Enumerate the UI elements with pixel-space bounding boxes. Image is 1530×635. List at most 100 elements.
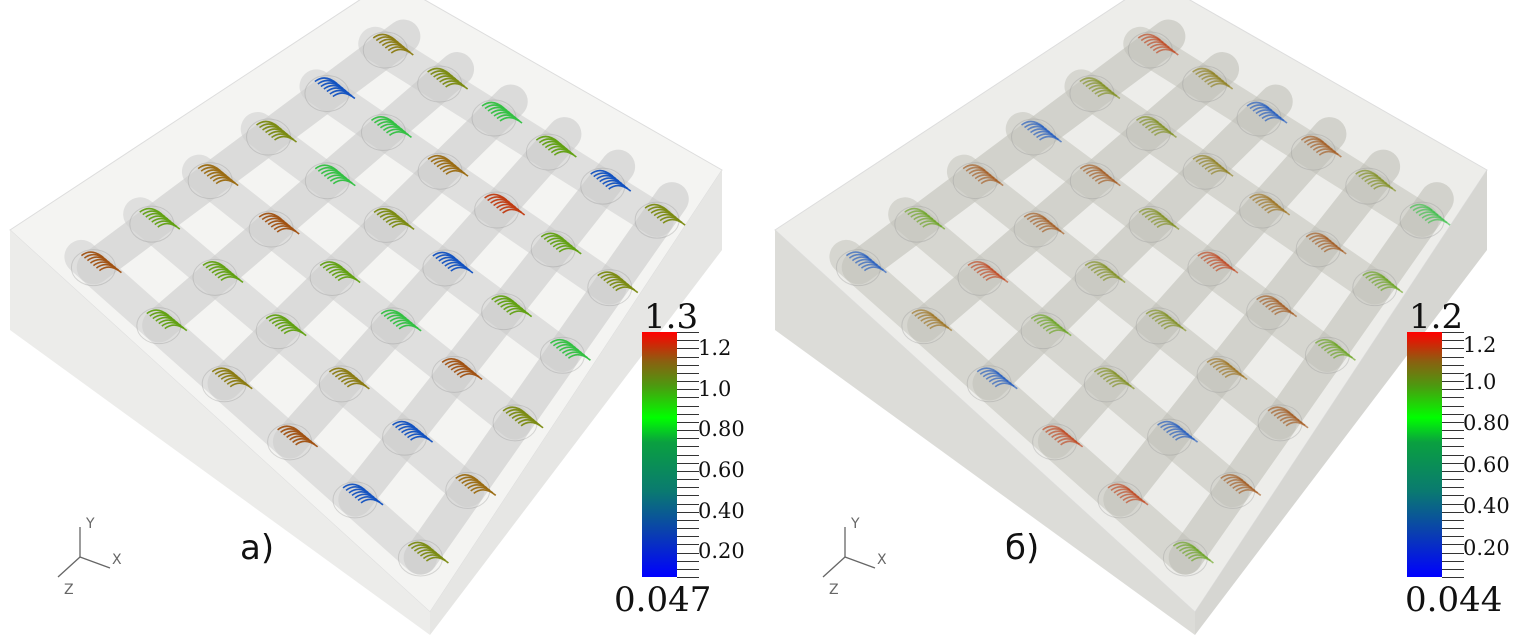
streamline (1267, 208, 1291, 216)
box-side-face (430, 170, 722, 635)
colorbar-tick (1442, 487, 1464, 489)
streamline-cluster (1409, 203, 1451, 226)
streamline (1041, 227, 1065, 235)
streamline-cluster (197, 164, 239, 187)
streamline (1285, 421, 1309, 429)
colorbar-tick (1442, 544, 1464, 546)
colorbar-tick (677, 372, 699, 374)
streamline-cluster (139, 207, 181, 230)
streamline-cluster (1084, 261, 1126, 284)
streamline (388, 131, 412, 138)
colorbar-tick (677, 560, 699, 562)
streamline-cluster (427, 154, 469, 177)
tube-network (829, 19, 1454, 577)
streamline-cluster (1362, 271, 1404, 294)
tube (1168, 182, 1454, 575)
streamline-cluster (202, 261, 244, 283)
streamline-cluster (590, 169, 632, 192)
colorbar-tick (1442, 552, 1464, 554)
colorbar-tick (1442, 381, 1464, 382)
streamline-cluster (1246, 101, 1288, 124)
axis-label-y: Y (851, 516, 860, 532)
streamline (98, 266, 122, 274)
streamline (929, 324, 953, 332)
tick-label: 0.20 (1463, 536, 1510, 560)
colorbar-tick (677, 568, 699, 570)
colorbar-tick (677, 405, 699, 407)
colorbar-tick (1442, 348, 1464, 350)
streamline (608, 184, 632, 192)
streamline (450, 266, 474, 274)
streamline-cluster (1137, 33, 1179, 56)
axis-label-y: Y (86, 516, 95, 532)
streamline-cluster (256, 120, 298, 143)
axis-label-z: Z (64, 582, 74, 598)
colorbar-tick (677, 446, 699, 448)
streamline (220, 276, 244, 283)
streamline (863, 266, 887, 274)
streamline-cluster (211, 367, 253, 390)
tick-label: 0.40 (698, 499, 745, 523)
colorbar-tick (1442, 372, 1464, 374)
streamline (520, 421, 544, 429)
colorbar-tick (1442, 340, 1464, 342)
axis-label-x: X (112, 552, 122, 568)
streamline (1427, 218, 1451, 226)
streamline (985, 276, 1009, 283)
porous-structure-render-b (774, 0, 1488, 635)
axis-label-z: Z (829, 582, 839, 598)
streamline-cluster (911, 309, 953, 332)
tube (338, 149, 636, 517)
streamline-cluster (265, 314, 307, 337)
streamline-cluster (976, 367, 1018, 390)
streamline (295, 440, 319, 448)
streamline (1190, 556, 1214, 564)
streamline (274, 135, 298, 143)
streamline (1155, 48, 1179, 56)
colorbar-tick (1442, 519, 1464, 521)
colorbar-tick (1442, 568, 1464, 570)
streamline (553, 150, 577, 158)
colorbar-tick (1442, 503, 1464, 505)
colorbar-gradient (1407, 332, 1442, 577)
streamline-cluster (1135, 116, 1177, 138)
tube-network (64, 19, 689, 577)
colorbar-tick (677, 536, 699, 538)
tick-label: 1.0 (1463, 370, 1497, 394)
streamline (1175, 435, 1199, 443)
streamline-cluster (1079, 77, 1121, 100)
streamline-cluster (491, 295, 533, 318)
streamline (615, 286, 639, 294)
axis-z-line (57, 556, 81, 578)
streamline-cluster (427, 67, 469, 90)
streamline-cluster (146, 309, 188, 332)
streamline-cluster (1042, 425, 1084, 448)
streamline-cluster (1192, 154, 1234, 177)
colorbar-tick (1442, 364, 1464, 366)
tube (829, 239, 1203, 575)
streamline (1097, 179, 1121, 187)
streamline (1210, 169, 1234, 177)
streamline-cluster (535, 135, 577, 158)
box-front-face (10, 230, 430, 635)
axes-triad (57, 527, 111, 578)
streamline (1380, 286, 1404, 294)
colorbar-tick (677, 389, 699, 391)
colorbar-tick (1442, 528, 1464, 529)
streamline-cluster (845, 251, 887, 274)
streamline (337, 276, 361, 284)
streamline (980, 179, 1004, 187)
streamline-cluster (1079, 164, 1121, 187)
streamline-cluster (1107, 483, 1149, 506)
streamline (1238, 489, 1262, 497)
streamline-cluster (540, 232, 582, 255)
axes-triad (822, 527, 876, 578)
streamline-cluster (80, 251, 122, 274)
colorbar-tick (677, 454, 699, 456)
streamline-cluster (1192, 67, 1234, 90)
streamline (283, 329, 307, 337)
streamline-cluster (328, 367, 370, 390)
streamline-cluster (319, 261, 361, 284)
tick-label: 1.0 (698, 377, 732, 401)
tube (1103, 149, 1401, 517)
